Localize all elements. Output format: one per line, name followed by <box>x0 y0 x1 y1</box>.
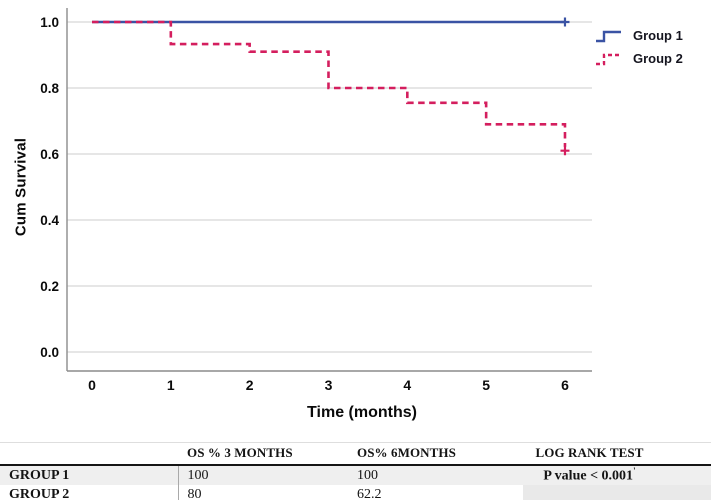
header-empty <box>0 442 178 466</box>
table-row-group1: GROUP 1 100 100 P value < 0.001' <box>0 465 711 485</box>
x-axis-title: Time (months) <box>307 404 417 421</box>
x-tick-label: 2 <box>246 377 254 393</box>
x-tick-label: 5 <box>482 377 490 393</box>
log-rank-empty-cell <box>523 485 711 500</box>
group1-os6-value: 100 <box>348 465 523 485</box>
header-os-3-months: OS % 3 MONTHS <box>178 442 348 466</box>
group2-os3-value: 80 <box>187 486 202 500</box>
legend-label-group1: Group 1 <box>633 28 683 43</box>
censor-mark-group-2 <box>560 146 570 156</box>
survival-chart: 0.0 0.2 0.4 0.6 0.8 1.0 0 1 2 3 4 5 6 Cum Survival T… <box>12 8 683 421</box>
x-tick-label: 6 <box>561 377 569 393</box>
y-tick-label: 0.6 <box>40 147 59 162</box>
group1-step-line-symbol <box>596 30 621 42</box>
x-tick-label: 1 <box>167 377 175 393</box>
group2-os6-value: 62.2 <box>357 486 382 500</box>
survival-curve-group-2 <box>92 20 567 147</box>
y-tick-label: 0.0 <box>40 345 59 360</box>
y-tick-label: 1.0 <box>40 15 59 30</box>
group1-os3-value: 100 <box>178 465 348 485</box>
p-value-text: P value < 0.001 <box>543 468 634 484</box>
x-tick-label: 0 <box>88 377 96 393</box>
row-label-group2: GROUP 2 <box>0 485 179 500</box>
y-tick-label: 0.4 <box>40 213 59 228</box>
log-rank-p-value: P value < 0.001' <box>523 465 711 485</box>
outcome-summary-table: OS % 3 MONTHS OS% 6MONTHS LOG RANK TEST … <box>0 442 711 500</box>
legend: Group 1 Group 2 <box>594 24 683 70</box>
legend-item-group2: Group 2 <box>594 47 683 70</box>
survival-plot-canvas: 0.0 0.2 0.4 0.6 0.8 1.0 0 1 2 3 4 5 6 <box>40 8 592 393</box>
y-axis-title: Cum Survival <box>12 137 30 237</box>
p-value-footnote-marker: ' <box>633 466 636 477</box>
header-log-rank-test: LOG RANK TEST <box>523 442 711 466</box>
x-tick-label: 4 <box>403 377 411 393</box>
group2-dashed-step-line-symbol <box>596 53 621 65</box>
x-tick-label: 3 <box>325 377 333 393</box>
y-tick-label: 0.2 <box>40 279 59 294</box>
table-row-group2: GROUP 2 80 62.2 <box>0 485 711 500</box>
legend-label-group2: Group 2 <box>633 51 683 66</box>
row-label-group1: GROUP 1 <box>0 465 179 485</box>
header-os-6-months: OS% 6MONTHS <box>348 442 523 466</box>
legend-item-group1: Group 1 <box>594 24 683 47</box>
table-header-row: OS % 3 MONTHS OS% 6MONTHS LOG RANK TEST <box>0 442 711 466</box>
censor-mark-group-1 <box>560 17 570 27</box>
y-tick-label: 0.8 <box>40 81 59 96</box>
